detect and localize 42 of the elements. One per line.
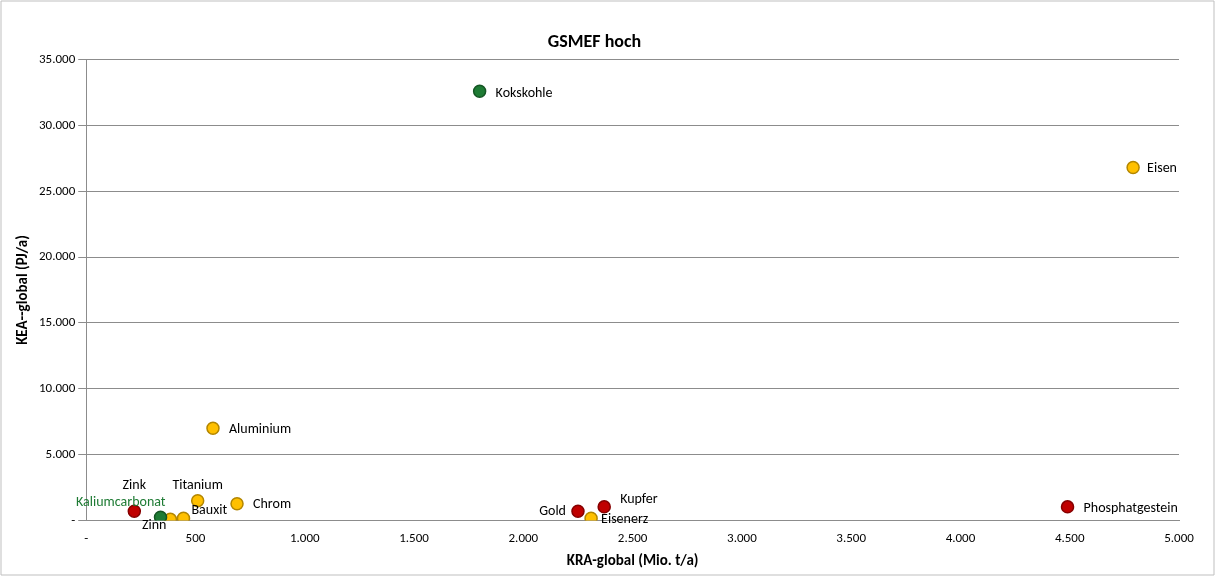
y-tick-label: 35.000: [38, 50, 76, 66]
series-label: Aluminium: [228, 419, 292, 437]
point: [206, 421, 220, 435]
x-tick-label: 3.500: [836, 530, 867, 546]
series-label: Kaliumcarbonat: [76, 492, 166, 510]
y-tick-label: -: [71, 511, 76, 527]
y-tick-label: 20.000: [38, 248, 76, 264]
series-label: Zinn: [141, 515, 167, 533]
series-label: Titanium: [172, 476, 223, 494]
y-tick-label: 25.000: [38, 182, 76, 198]
y-axis-title: KEA--global (PJ/a): [12, 235, 31, 345]
series-label: Kupfer: [620, 490, 658, 508]
x-tick-label: 3.000: [727, 530, 758, 546]
y-tick-label: 5.000: [45, 445, 76, 461]
point: [1126, 160, 1140, 175]
x-tick-label: 500: [185, 530, 206, 546]
y-tick-label: 10.000: [38, 379, 76, 395]
x-tick-label: 2.500: [617, 530, 648, 546]
series-label: Chrom: [253, 495, 292, 513]
chart-title: GSMEF hoch: [547, 30, 642, 53]
x-tick-label: 4.500: [1054, 530, 1085, 546]
point: [1060, 500, 1075, 514]
series-label: Gold: [539, 501, 566, 519]
series-label: Kokskohle: [495, 83, 553, 101]
x-axis-title: KRA-global (Mio. t/a): [566, 550, 699, 569]
series-label: Phosphatgestein: [1083, 499, 1178, 517]
point: [597, 500, 611, 514]
y-tick-label: 15.000: [38, 314, 76, 330]
x-tick-label: 1.000: [289, 530, 321, 546]
series-label: Eisenerz: [601, 509, 649, 527]
x-tick-label: 2.000: [508, 530, 539, 546]
point: [571, 504, 585, 518]
x-tick-label: 1.500: [399, 530, 430, 546]
point: [230, 496, 244, 511]
x-tick-label: -: [84, 530, 89, 546]
y-tick-label: 30.000: [38, 116, 76, 132]
x-tick-label: 4.000: [945, 530, 976, 546]
point: [472, 84, 487, 98]
series-label: Bauxit: [191, 500, 228, 518]
series-label: Eisen: [1147, 159, 1177, 177]
series-label: Zink: [122, 475, 147, 493]
x-tick-label: 5.000: [1164, 530, 1195, 546]
